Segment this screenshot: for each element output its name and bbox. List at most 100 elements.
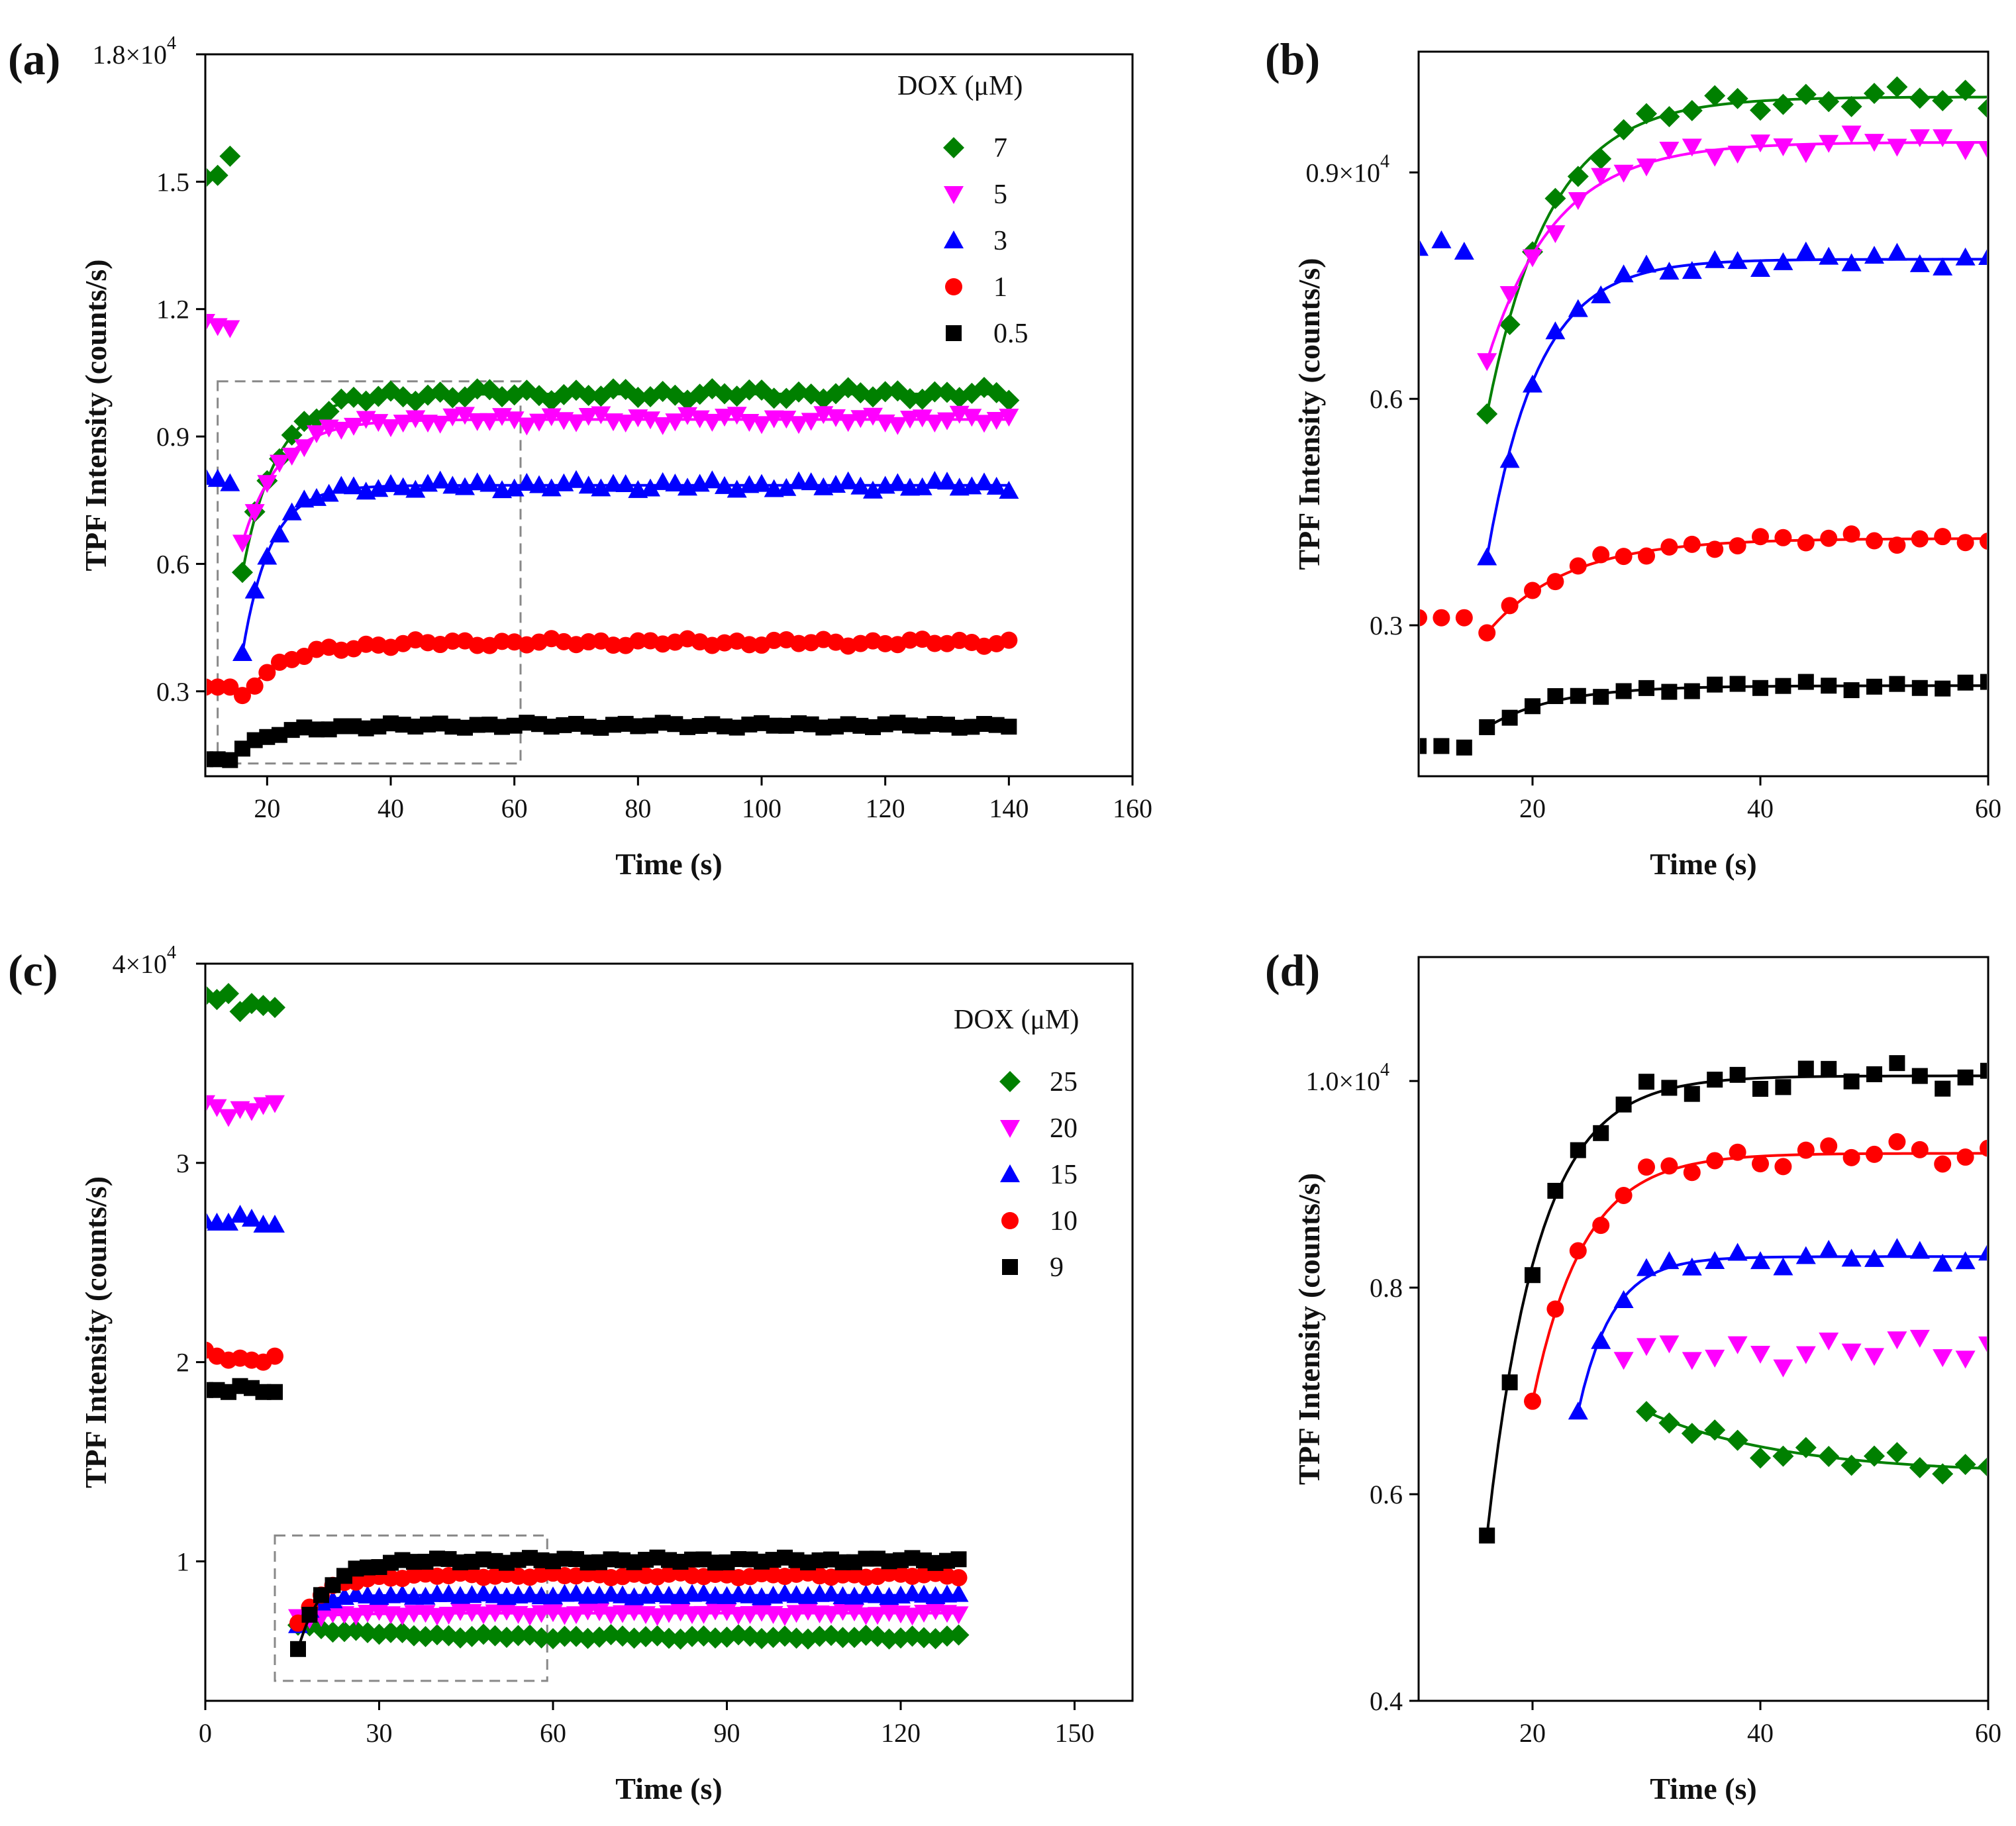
- data-point: [1955, 142, 1976, 160]
- y-tick-label: 0.6: [1370, 384, 1403, 414]
- data-point: [207, 469, 228, 487]
- series-15: [1568, 1238, 1987, 1420]
- y-tick-label: 0.6: [1370, 1480, 1403, 1509]
- data-point: [1661, 684, 1678, 700]
- data-point: [1954, 79, 1976, 101]
- data-point: [1420, 609, 1427, 627]
- data-point: [209, 678, 227, 696]
- data-point: [267, 1384, 283, 1400]
- data-point: [1499, 450, 1520, 468]
- panel-label: (b): [1265, 34, 1320, 84]
- data-point: [517, 417, 537, 436]
- data-point: [1819, 1240, 1839, 1258]
- data-point: [358, 1605, 378, 1623]
- data-point: [1659, 141, 1680, 160]
- data-point: [566, 1606, 586, 1625]
- data-point: [1978, 99, 1987, 118]
- data-point: [1477, 547, 1497, 566]
- data-point: [1866, 678, 1882, 695]
- data-point: [218, 983, 239, 1005]
- data-point: [541, 478, 562, 497]
- data-point: [1957, 674, 1974, 691]
- data-point: [1911, 680, 1928, 696]
- data-point: [948, 1624, 970, 1646]
- data-point: [1705, 148, 1725, 167]
- data-point: [1659, 1335, 1680, 1354]
- data-point: [1727, 251, 1748, 270]
- panel-label: (c): [8, 945, 58, 995]
- data-point: [1705, 1349, 1725, 1368]
- data-point: [1887, 1331, 1907, 1350]
- data-point: [1864, 1445, 1885, 1467]
- series-0_5: [207, 715, 1017, 768]
- data-point: [1546, 1300, 1564, 1318]
- y-axis-label: TPF Intensity (counts/s): [79, 259, 113, 571]
- data-point: [740, 1606, 760, 1625]
- x-tick-label: 40: [378, 793, 404, 823]
- data-point: [1841, 253, 1862, 272]
- data-point: [1682, 261, 1702, 279]
- data-point: [900, 411, 920, 429]
- data-point: [264, 997, 285, 1019]
- data-point: [613, 1585, 632, 1603]
- data-point: [1420, 240, 1429, 256]
- data-point: [776, 411, 797, 429]
- data-point: [1638, 680, 1654, 696]
- data-point: [1615, 1096, 1632, 1113]
- data-point: [1980, 1062, 1987, 1079]
- data-point: [381, 419, 401, 437]
- data-point: [1570, 687, 1586, 704]
- data-point: [926, 634, 944, 652]
- series-9: [1479, 1055, 1987, 1544]
- legend-label-0_5: 0.5: [993, 319, 1029, 349]
- data-point: [1909, 1241, 1930, 1259]
- data-point: [1431, 230, 1452, 248]
- data-point: [740, 1585, 760, 1603]
- data-point: [1569, 557, 1587, 575]
- legend-title: DOX (μM): [897, 71, 1023, 101]
- data-point: [244, 504, 265, 523]
- data-point: [1933, 1253, 1953, 1272]
- data-point: [1842, 525, 1860, 543]
- data-point: [615, 474, 636, 492]
- data-point: [740, 636, 758, 654]
- data-point: [789, 471, 809, 489]
- data-point: [266, 1347, 283, 1365]
- data-point: [530, 1627, 552, 1649]
- data-point: [566, 470, 586, 488]
- data-point: [809, 1625, 831, 1647]
- data-point: [1592, 1217, 1610, 1235]
- x-tick-label: 20: [1519, 1718, 1546, 1748]
- data-point: [1934, 528, 1952, 546]
- data-point: [1955, 247, 1976, 266]
- legend-marker-10: [1001, 1212, 1019, 1229]
- data-point: [789, 416, 809, 434]
- data-point: [1000, 631, 1018, 649]
- data-point: [1660, 538, 1678, 556]
- data-point: [220, 473, 240, 491]
- data-point: [1797, 674, 1814, 690]
- data-point: [1795, 241, 1816, 260]
- data-point: [1727, 1429, 1748, 1451]
- data-point: [974, 415, 994, 433]
- data-point: [1795, 145, 1816, 164]
- data-point: [1727, 1336, 1748, 1354]
- chart-panel-4: 20 40 60 0.4 0.6 0.8 1.0×104 Time (s) TPF Intens…: [1265, 945, 2001, 1805]
- data-point: [1909, 1329, 1930, 1348]
- data-point: [1795, 1246, 1816, 1264]
- x-tick-label: 120: [866, 793, 905, 823]
- series-7: [207, 145, 1020, 583]
- data-point: [1887, 1238, 1907, 1256]
- data-point: [801, 472, 821, 491]
- data-point: [1525, 698, 1540, 715]
- data-point: [455, 477, 475, 495]
- series-5: [1477, 125, 1987, 372]
- data-point: [405, 480, 426, 498]
- data-point: [1956, 534, 1974, 552]
- data-point: [1615, 1186, 1633, 1204]
- data-point: [244, 580, 265, 599]
- data-point: [1613, 264, 1634, 283]
- data-point: [1523, 249, 1542, 268]
- data-point: [281, 502, 302, 521]
- data-point: [629, 632, 647, 650]
